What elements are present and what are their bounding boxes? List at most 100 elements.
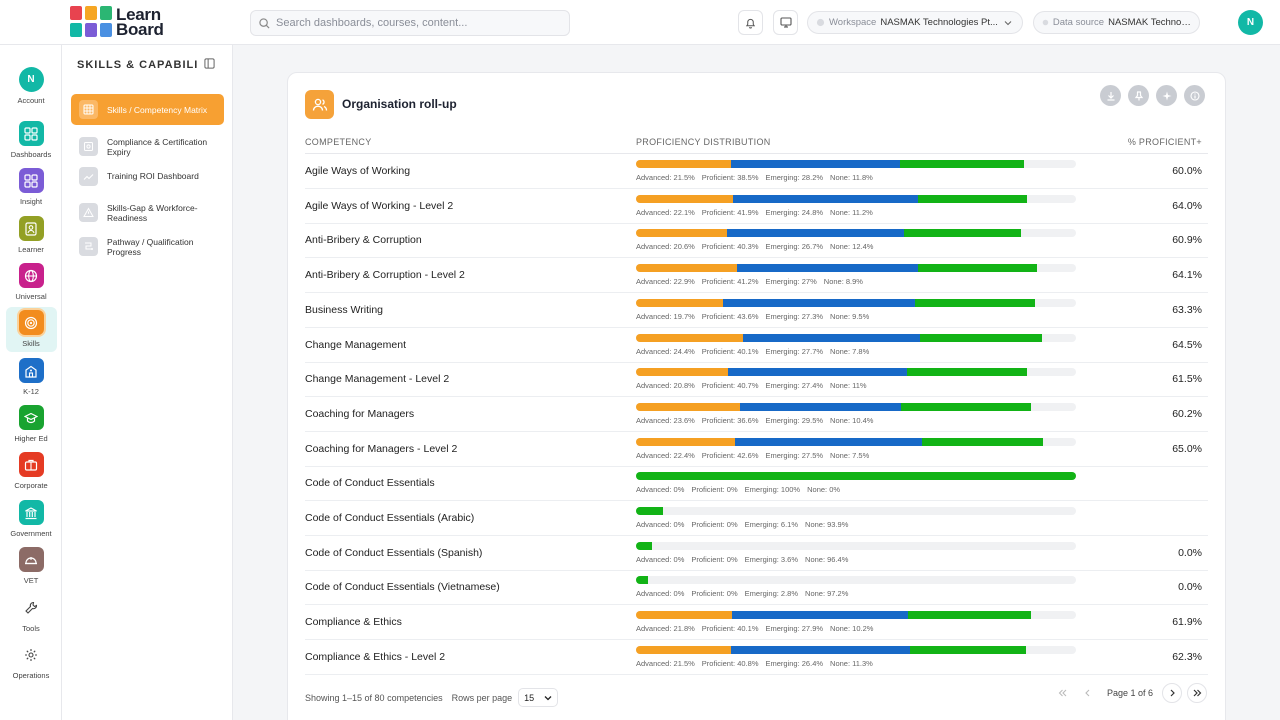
bar-segment-emerging [910,645,1027,654]
rail-item-universal[interactable]: Universal [0,263,62,301]
sidebar-item-pathway-qualification[interactable]: Pathway / Qualification Progress [71,231,224,262]
pin-icon [1134,90,1143,100]
sidebar-item-compliance-certification[interactable]: Compliance & Certification Expiry [71,131,224,162]
distribution-values: Advanced: 24.4% Proficient: 40.1% Emerging… [636,347,876,356]
workspace-selector[interactable]: Workspace NASMAK Technologies Pt... [807,11,1023,34]
value-advanced: Advanced: 21.8% [636,624,695,634]
sidebar-item-skills-gap-workforce[interactable]: Skills-Gap & Workforce- Readiness [71,197,224,228]
competency-name: Code of Conduct Essentials (Arabic) [305,512,475,524]
display-button[interactable] [773,10,798,35]
module-rail: N Account Dashboards Insight Learner Universa… [0,45,62,720]
column-header-competency[interactable]: COMPETENCY [305,137,372,147]
rail-item-k-12[interactable]: K-12 [0,358,62,396]
table-row[interactable]: Compliance & Ethics Advanced: 21.8% Profic… [305,605,1208,641]
search-input[interactable] [276,17,556,29]
rail-item-account[interactable]: N Account [0,67,62,105]
table-row[interactable]: Code of Conduct Essentials Advanced: 0% Pr… [305,466,1208,502]
table-row[interactable]: Compliance & Ethics - Level 2 Advanced: 2… [305,640,1208,675]
next-page-button[interactable] [1162,683,1182,703]
value-advanced: Advanced: 0% [636,589,685,599]
proficiency-bar [636,264,1076,273]
competency-name: Code of Conduct Essentials (Vietnamese) [305,581,500,594]
info-button[interactable] [1184,85,1205,106]
value-emerging: Emerging: 28.2% [765,173,824,182]
distribution-values: Advanced: 20.8% Proficient: 40.7% Emerging… [636,381,874,390]
download-button[interactable] [1100,85,1121,106]
value-emerging: Emerging: 27.5% [765,450,824,460]
rail-item-government[interactable]: Government [0,500,62,538]
ai-insights-button[interactable] [1156,85,1177,106]
first-page-button[interactable] [1052,683,1073,703]
rail-item-label: Higher Ed [14,434,48,443]
bar-segment-proficient [730,160,900,168]
value-emerging: Emerging: 2.8% [744,589,799,599]
collapse-sidebar-icon[interactable] [204,58,215,69]
rail-item-tools[interactable]: Tools [0,595,62,633]
competency-name: Anti-Bribery & Corruption [305,234,422,247]
user-avatar[interactable]: N [1238,10,1263,35]
rail-item-higher-ed[interactable]: Higher Ed [0,405,62,443]
table-footer: Showing 1–15 of 80 competencies Rows per… [305,688,559,707]
search-icon [259,17,270,29]
table-row[interactable]: Change Management Advanced: 24.4% Proficie… [305,328,1208,363]
previous-page-button[interactable] [1077,683,1098,703]
proficiency-bar [636,333,1076,342]
column-header-percent[interactable]: % PROFICIENT+ [1127,137,1202,147]
search-box[interactable] [250,10,570,36]
table-row[interactable]: Agile Ways of Working Advanced: 21.5% Prof… [305,154,1208,189]
table-row[interactable]: Coaching for Managers - Level 2 Advanced:… [305,432,1208,467]
rail-item-learner[interactable]: Learner [0,216,62,254]
table-row[interactable]: Coaching for Managers Advanced: 23.6% Prof… [305,397,1208,432]
last-page-button[interactable] [1187,683,1207,703]
table-row[interactable]: Anti-Bribery & Corruption Advanced: 20.6%… [305,223,1208,259]
competency-name: Agile Ways of Working [305,165,411,177]
rail-item-insight[interactable]: Insight [0,168,62,206]
value-proficient: Proficient: 41.2% [701,277,759,287]
value-none: None: 10.4% [830,415,874,425]
rail-item-label: VET [23,576,39,585]
rail-item-label: Tools [22,624,40,633]
value-proficient: Proficient: 0% [691,589,738,599]
table-row[interactable]: Anti-Bribery & Corruption - Level 2 Advan… [305,258,1208,294]
sidebar-item-skills-competency-matrix[interactable]: Skills / Competency Matrix [71,94,224,125]
rows-per-page-label: Rows per page [451,692,513,703]
value-emerging: Emerging: 100% [744,485,801,495]
notifications-button[interactable] [738,10,763,35]
table-row[interactable]: Code of Conduct Essentials (Vietnamese) A… [305,570,1208,606]
table-row[interactable]: Agile Ways of Working - Level 2 Advanced:… [305,189,1208,224]
table-row[interactable]: Business Writing Advanced: 19.7% Proficien… [305,293,1208,328]
table-row[interactable]: Code of Conduct Essentials (Arabic) Advan… [305,501,1208,536]
sidebar-item-training-roi-dashboard[interactable]: Training ROI Dashboard [71,166,224,186]
app-logo[interactable]: Learn Board [0,0,233,45]
distribution-values: Advanced: 19.7% Proficient: 43.6% Emerging… [636,312,876,321]
gear-icon [19,642,44,667]
table-row[interactable]: Code of Conduct Essentials (Spanish) Adva… [305,536,1208,571]
bar-segment-proficient [733,194,918,203]
value-advanced: Advanced: 0% [636,485,685,495]
value-none: None: 11.2% [830,207,873,217]
distribution-values: Advanced: 22.9% Proficient: 41.2% Emerging… [636,277,870,286]
value-proficient: Proficient: 36.6% [701,415,759,425]
rail-item-dashboards[interactable]: Dashboards [0,121,62,159]
competency-name: Agile Ways of Working - Level 2 [305,199,454,212]
rail-item-operations[interactable]: Operations [0,642,62,680]
sidebar-item-label: Pathway / Qualification Progress [107,236,194,257]
datasource-value: NASMAK Technologies ... [1108,17,1191,28]
value-none: None: 97.2% [805,589,849,599]
table-row[interactable]: Change Management - Level 2 Advanced: 20.… [305,362,1208,398]
workspace-icon [816,18,825,27]
rail-item-vet[interactable]: VET [0,547,62,585]
percent-proficient: 64.0% [1172,199,1202,212]
value-emerging: Emerging: 27.4% [765,381,824,391]
chevron-down-icon [1004,20,1012,25]
avatar-icon: N [18,67,44,92]
rail-item-label: Account [17,96,45,105]
pin-button[interactable] [1128,85,1149,106]
datasource-selector[interactable]: Data source NASMAK Technologies ... [1033,11,1200,34]
rail-item-corporate[interactable]: Corporate [0,452,62,490]
proficiency-bar [636,645,1076,654]
rail-item-skills[interactable]: Skills [0,310,62,348]
proficiency-bar [636,160,1076,168]
certificate-icon [79,137,98,156]
rows-per-page-select[interactable]: 15 [518,688,559,707]
